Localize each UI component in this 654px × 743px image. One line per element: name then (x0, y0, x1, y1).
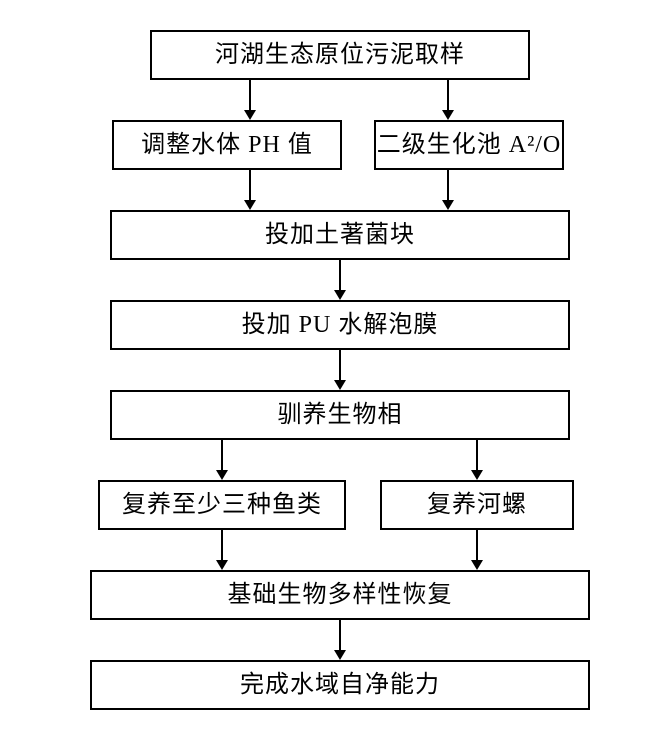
node-label: 完成水域自净能力 (240, 672, 440, 698)
node-sampling: 河湖生态原位污泥取样 (150, 30, 530, 80)
arrow-layer (0, 0, 654, 743)
node-label: 投加 PU 水解泡膜 (242, 312, 439, 338)
node-a2o-pool: 二级生化池 A²/O (374, 120, 564, 170)
node-label: 复养河螺 (427, 492, 527, 518)
node-raise-snails: 复养河螺 (380, 480, 574, 530)
node-label: 二级生化池 A²/O (377, 132, 562, 158)
node-label: 河湖生态原位污泥取样 (215, 42, 465, 68)
node-add-bacteria: 投加土著菌块 (110, 210, 570, 260)
node-label: 调整水体 PH 值 (141, 132, 313, 158)
node-raise-fish: 复养至少三种鱼类 (98, 480, 346, 530)
node-label: 投加土著菌块 (265, 222, 415, 248)
node-label: 驯养生物相 (278, 402, 403, 428)
node-label: 基础生物多样性恢复 (228, 582, 453, 608)
node-self-purify: 完成水域自净能力 (90, 660, 590, 710)
node-cultivate-biota: 驯养生物相 (110, 390, 570, 440)
flowchart-canvas: { "meta": { "type": "flowchart", "width"… (0, 0, 654, 743)
node-biodiversity: 基础生物多样性恢复 (90, 570, 590, 620)
node-label: 复养至少三种鱼类 (122, 492, 322, 518)
node-adjust-ph: 调整水体 PH 值 (112, 120, 342, 170)
node-add-pu-foam: 投加 PU 水解泡膜 (110, 300, 570, 350)
